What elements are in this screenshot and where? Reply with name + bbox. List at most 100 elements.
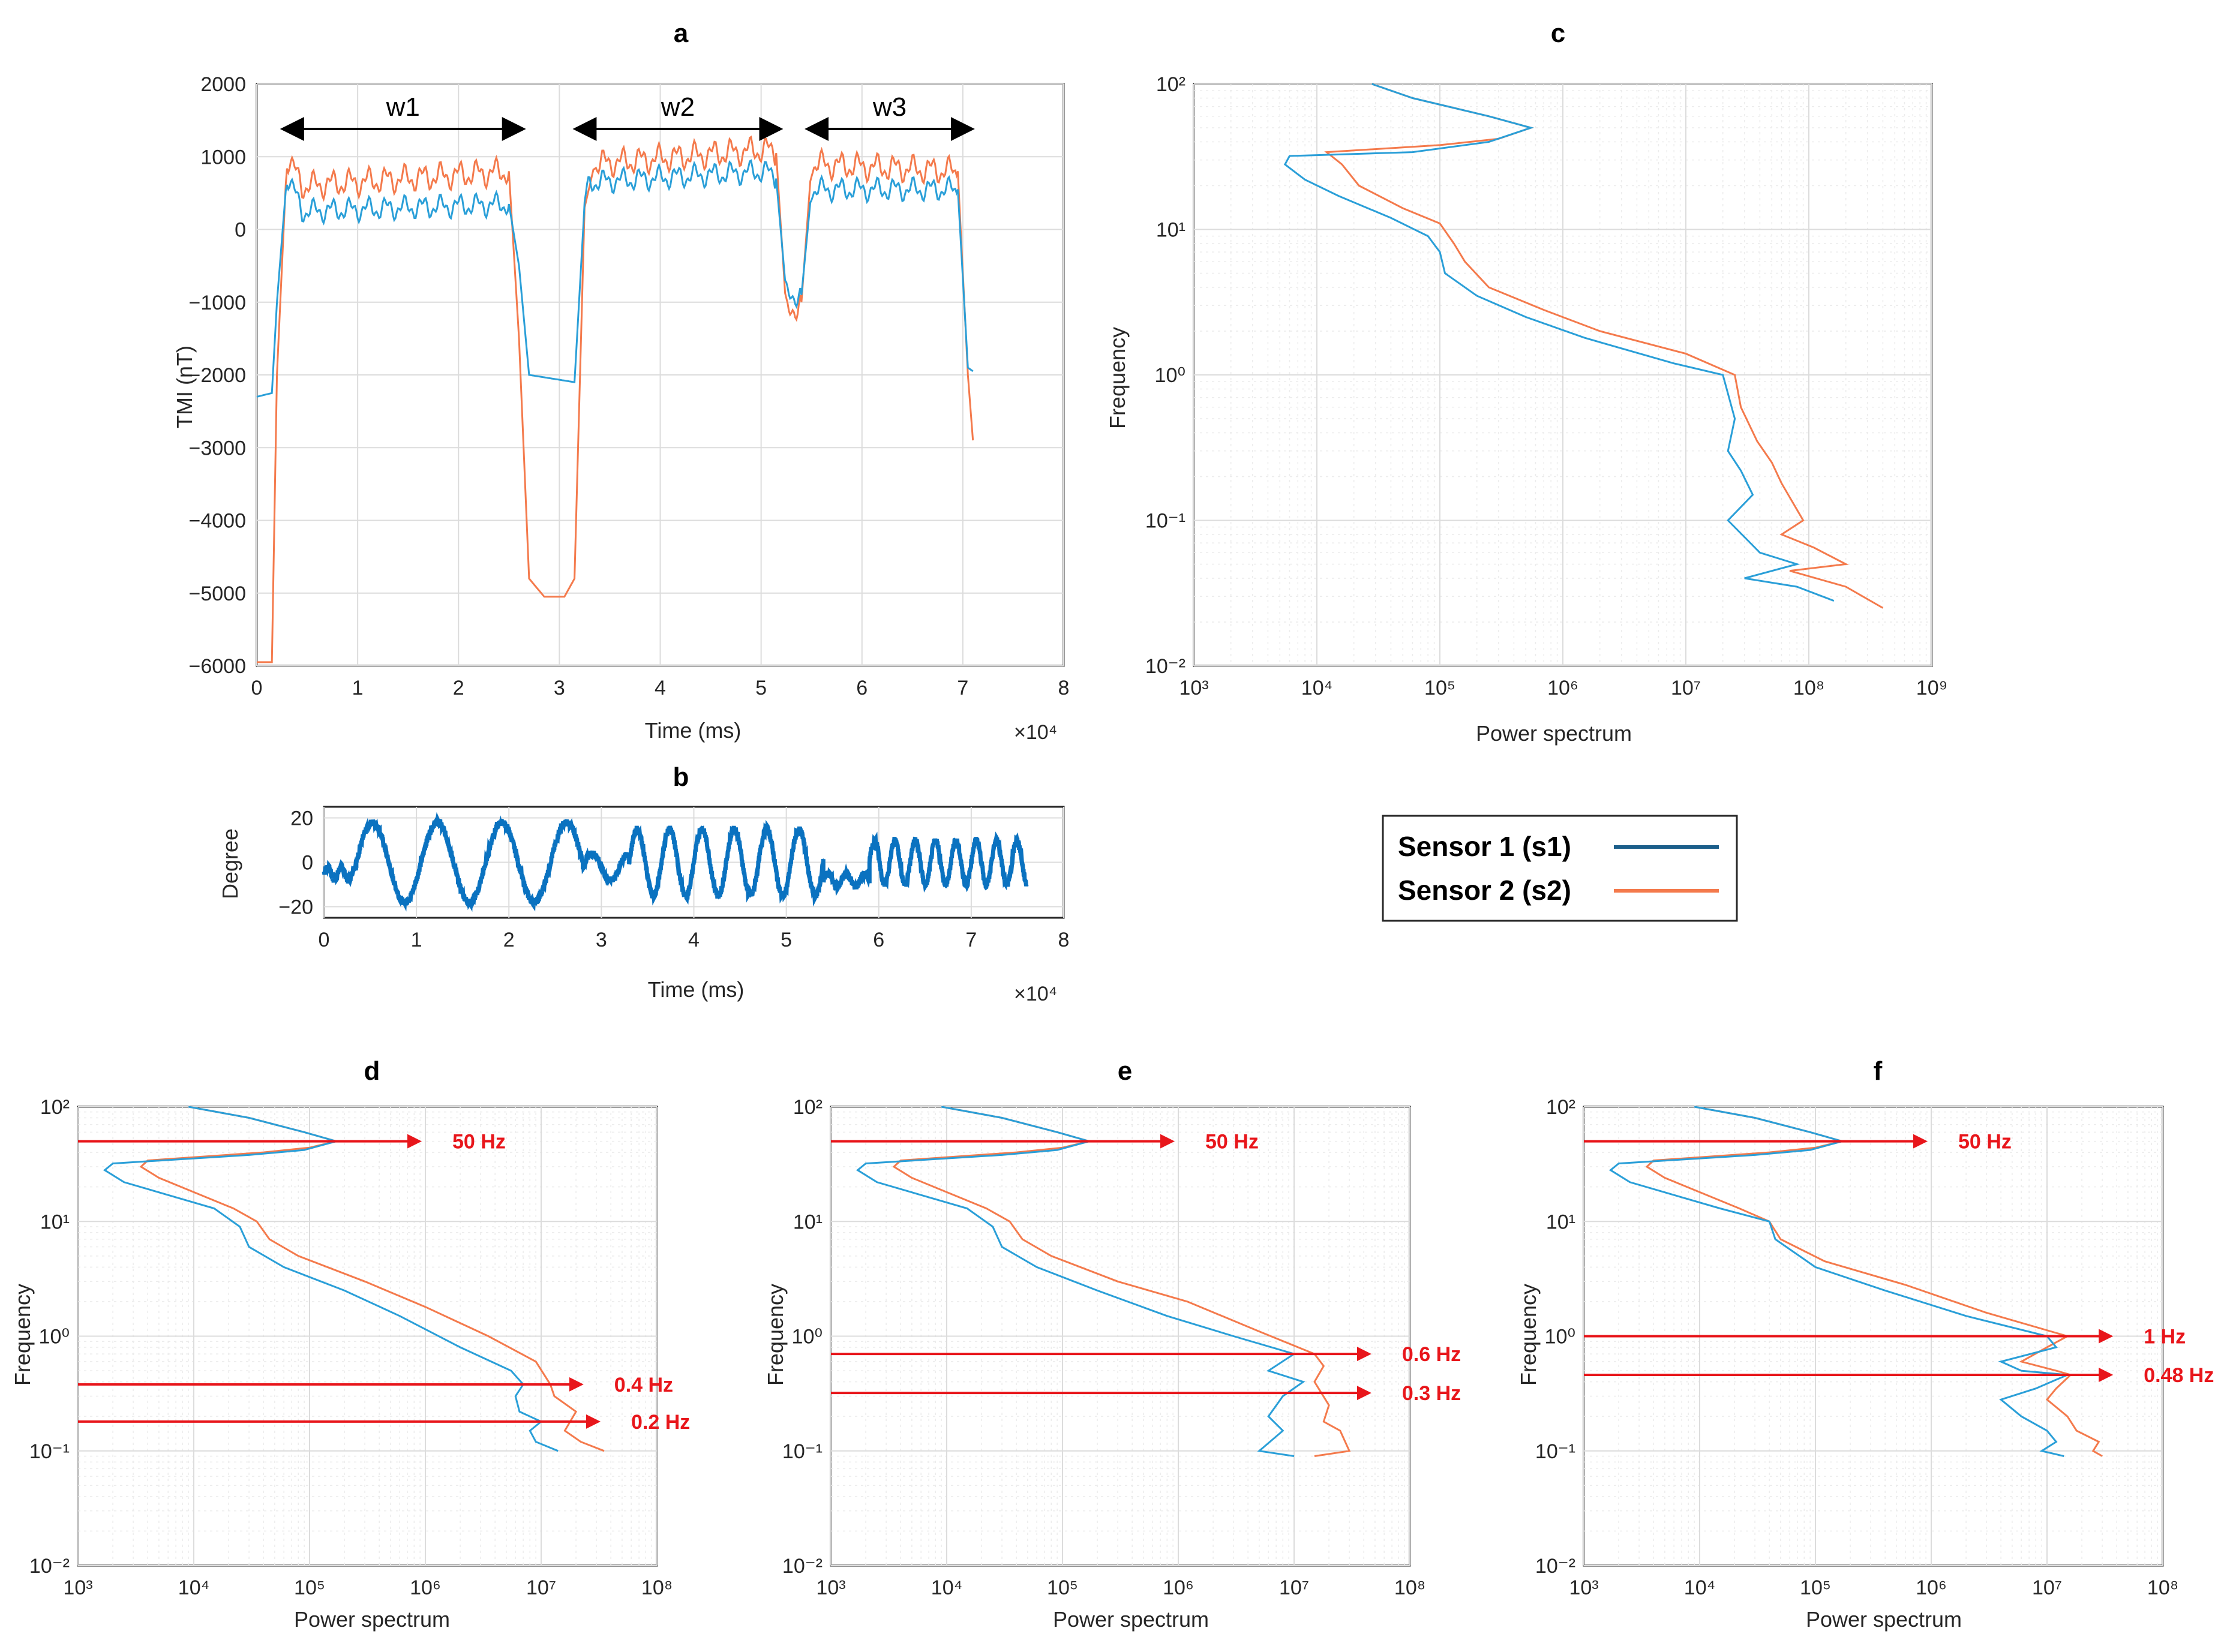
b-ylabel: Degree (218, 828, 242, 899)
f-xtick-label: 10³ (1569, 1576, 1598, 1599)
b-xtick-label: 3 (596, 929, 607, 951)
b-xtick-label: 7 (965, 929, 977, 951)
d-annotation-label: 50 Hz (452, 1131, 506, 1154)
c-xlabel: Power spectrum (1476, 721, 1632, 746)
b-xlabel: Time (ms) (648, 977, 745, 1002)
e-ytick-label: 10⁰ (792, 1326, 823, 1348)
legend: Sensor 1 (s1) Sensor 2 (s2) (1382, 815, 1738, 922)
d-xtick-label: 10⁵ (294, 1576, 325, 1599)
a-ytick-label: −5000 (189, 582, 247, 605)
f-ytick-label: 10⁻¹ (1535, 1440, 1575, 1463)
f-annotation-label: 50 Hz (1958, 1131, 2012, 1154)
a-series-s1 (256, 159, 974, 398)
a-xtick-label: 4 (655, 677, 666, 699)
panel-label-e: e (1118, 1056, 1132, 1086)
b-ytick-label: −20 (278, 896, 313, 919)
legend-s2-label: Sensor 2 (s2) (1398, 875, 1571, 906)
f-xtick-label: 10⁷ (2032, 1576, 2062, 1599)
b-xtick-label: 4 (688, 929, 700, 951)
a-ytick-label: −2000 (189, 364, 247, 387)
d-ytick-label: 10¹ (40, 1211, 70, 1233)
e-xtick-label: 10⁸ (1394, 1576, 1425, 1599)
b-xtick-label: 1 (411, 929, 422, 951)
d-xtick-label: 10³ (63, 1576, 92, 1599)
d-annotation-label: 0.2 Hz (631, 1411, 690, 1434)
c-xtick-label: 10⁷ (1671, 677, 1701, 699)
a-xtick-label: 5 (755, 677, 767, 699)
a-ylabel: TMI (nT) (172, 346, 197, 428)
e-annotation-label: 0.3 Hz (1402, 1382, 1461, 1405)
e-ytick-label: 10⁻² (782, 1555, 823, 1578)
f-xtick-label: 10⁵ (1800, 1576, 1831, 1599)
f-xtick-label: 10⁶ (1916, 1576, 1947, 1599)
c-ytick-label: 10⁻¹ (1145, 510, 1185, 533)
b-series-angle (322, 812, 1029, 912)
panel-label-b: b (673, 762, 689, 792)
f-ytick-label: 10⁻² (1535, 1555, 1575, 1578)
e-ytick-label: 10¹ (793, 1211, 823, 1233)
a-x-exponent: ×10⁴ (1014, 721, 1057, 744)
a-ytick-label: −1000 (189, 292, 247, 314)
e-ytick-label: 10² (793, 1096, 823, 1119)
c-series-s1 (1283, 83, 1835, 602)
a-window-label-w3: w3 (872, 92, 907, 122)
e-annotation-label: 50 Hz (1205, 1131, 1259, 1154)
e-xtick-label: 10⁵ (1047, 1576, 1078, 1599)
d-ytick-label: 10² (40, 1096, 70, 1119)
f-ytick-label: 10⁰ (1545, 1326, 1575, 1348)
d-xtick-label: 10⁷ (526, 1576, 556, 1599)
b-xtick-label: 8 (1058, 929, 1070, 951)
e-xtick-label: 10³ (816, 1576, 845, 1599)
panel-label-a: a (674, 19, 689, 48)
c-xtick-label: 10⁶ (1547, 677, 1578, 699)
d-xtick-label: 10⁸ (641, 1576, 673, 1599)
c-ytick-label: 10¹ (1156, 219, 1185, 242)
f-annotation-label: 0.48 Hz (2144, 1364, 2214, 1387)
a-xtick-label: 2 (453, 677, 464, 699)
a-xtick-label: 7 (957, 677, 968, 699)
panel-label-c: c (1551, 19, 1565, 48)
a-series-s2 (257, 135, 974, 663)
e-xtick-label: 10⁴ (931, 1576, 962, 1599)
legend-s1-label: Sensor 1 (s1) (1398, 831, 1571, 862)
d-ytick-label: 10⁰ (39, 1326, 70, 1348)
b-xtick-label: 6 (873, 929, 884, 951)
f-series-s2 (1645, 1106, 2103, 1457)
f-ytick-label: 10¹ (1546, 1211, 1575, 1233)
f-ytick-label: 10² (1546, 1096, 1575, 1119)
a-ytick-label: 1000 (200, 146, 246, 169)
d-xlabel: Power spectrum (294, 1607, 450, 1632)
a-ytick-label: 0 (235, 219, 246, 242)
b-x-exponent: ×10⁴ (1014, 983, 1057, 1005)
d-xtick-label: 10⁴ (178, 1576, 209, 1599)
c-xtick-label: 10⁸ (1793, 677, 1824, 699)
c-ytick-label: 10⁰ (1155, 364, 1185, 387)
a-window-label-w1: w1 (386, 92, 420, 122)
b-xtick-label: 2 (503, 929, 515, 951)
legend-box (1382, 815, 1738, 922)
c-ylabel: Frequency (1105, 327, 1130, 429)
a-xtick-label: 3 (554, 677, 565, 699)
f-xtick-label: 10⁴ (1684, 1576, 1715, 1599)
a-ytick-label: −6000 (189, 655, 247, 678)
panel-label-d: d (364, 1056, 380, 1086)
c-xtick-label: 10⁹ (1916, 677, 1947, 699)
e-ytick-label: 10⁻¹ (782, 1440, 823, 1463)
d-ytick-label: 10⁻¹ (29, 1440, 70, 1463)
a-xlabel: Time (ms) (645, 718, 742, 743)
a-ytick-label: 2000 (200, 73, 246, 96)
c-ytick-label: 10⁻² (1145, 655, 1185, 678)
c-series-s2 (1324, 83, 1884, 609)
f-xtick-label: 10⁸ (2147, 1576, 2178, 1599)
panel-label-f: f (1874, 1056, 1883, 1086)
e-xtick-label: 10⁶ (1163, 1576, 1194, 1599)
f-ylabel: Frequency (1516, 1284, 1541, 1386)
c-xtick-label: 10⁵ (1424, 677, 1455, 699)
f-xlabel: Power spectrum (1806, 1607, 1962, 1632)
b-ytick-label: 20 (290, 807, 313, 830)
f-series-s1 (1608, 1106, 2068, 1457)
d-ytick-label: 10⁻² (29, 1555, 70, 1578)
e-xlabel: Power spectrum (1053, 1607, 1209, 1632)
e-ylabel: Frequency (763, 1284, 788, 1386)
e-annotation-label: 0.6 Hz (1402, 1343, 1461, 1366)
